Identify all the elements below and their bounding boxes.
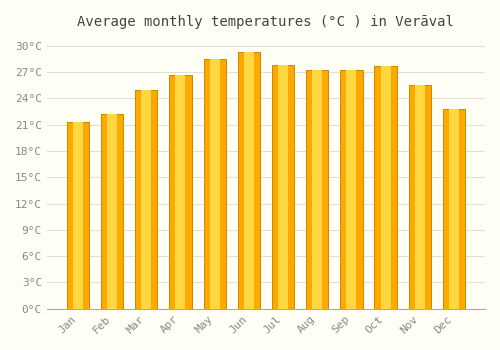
Bar (204, 59, 226, 309)
Bar (272, 65, 294, 309)
Bar (67, 122, 89, 309)
Bar (346, 70, 356, 309)
Bar (449, 109, 459, 309)
Bar (306, 70, 328, 309)
Bar (107, 114, 117, 309)
Bar (142, 90, 152, 309)
Bar (135, 90, 158, 309)
Bar (374, 66, 396, 309)
Bar (244, 52, 254, 309)
Bar (340, 70, 362, 309)
Bar (415, 85, 425, 309)
Bar (176, 75, 186, 309)
Bar (312, 70, 322, 309)
Bar (210, 59, 220, 309)
Title: Average monthly temperatures (°C ) in Verāval: Average monthly temperatures (°C ) in Ve… (78, 15, 454, 29)
Bar (408, 85, 431, 309)
Bar (443, 109, 465, 309)
Bar (380, 66, 390, 309)
Bar (101, 114, 123, 309)
Bar (73, 122, 83, 309)
Bar (170, 75, 192, 309)
Bar (278, 65, 288, 309)
Bar (238, 52, 260, 309)
